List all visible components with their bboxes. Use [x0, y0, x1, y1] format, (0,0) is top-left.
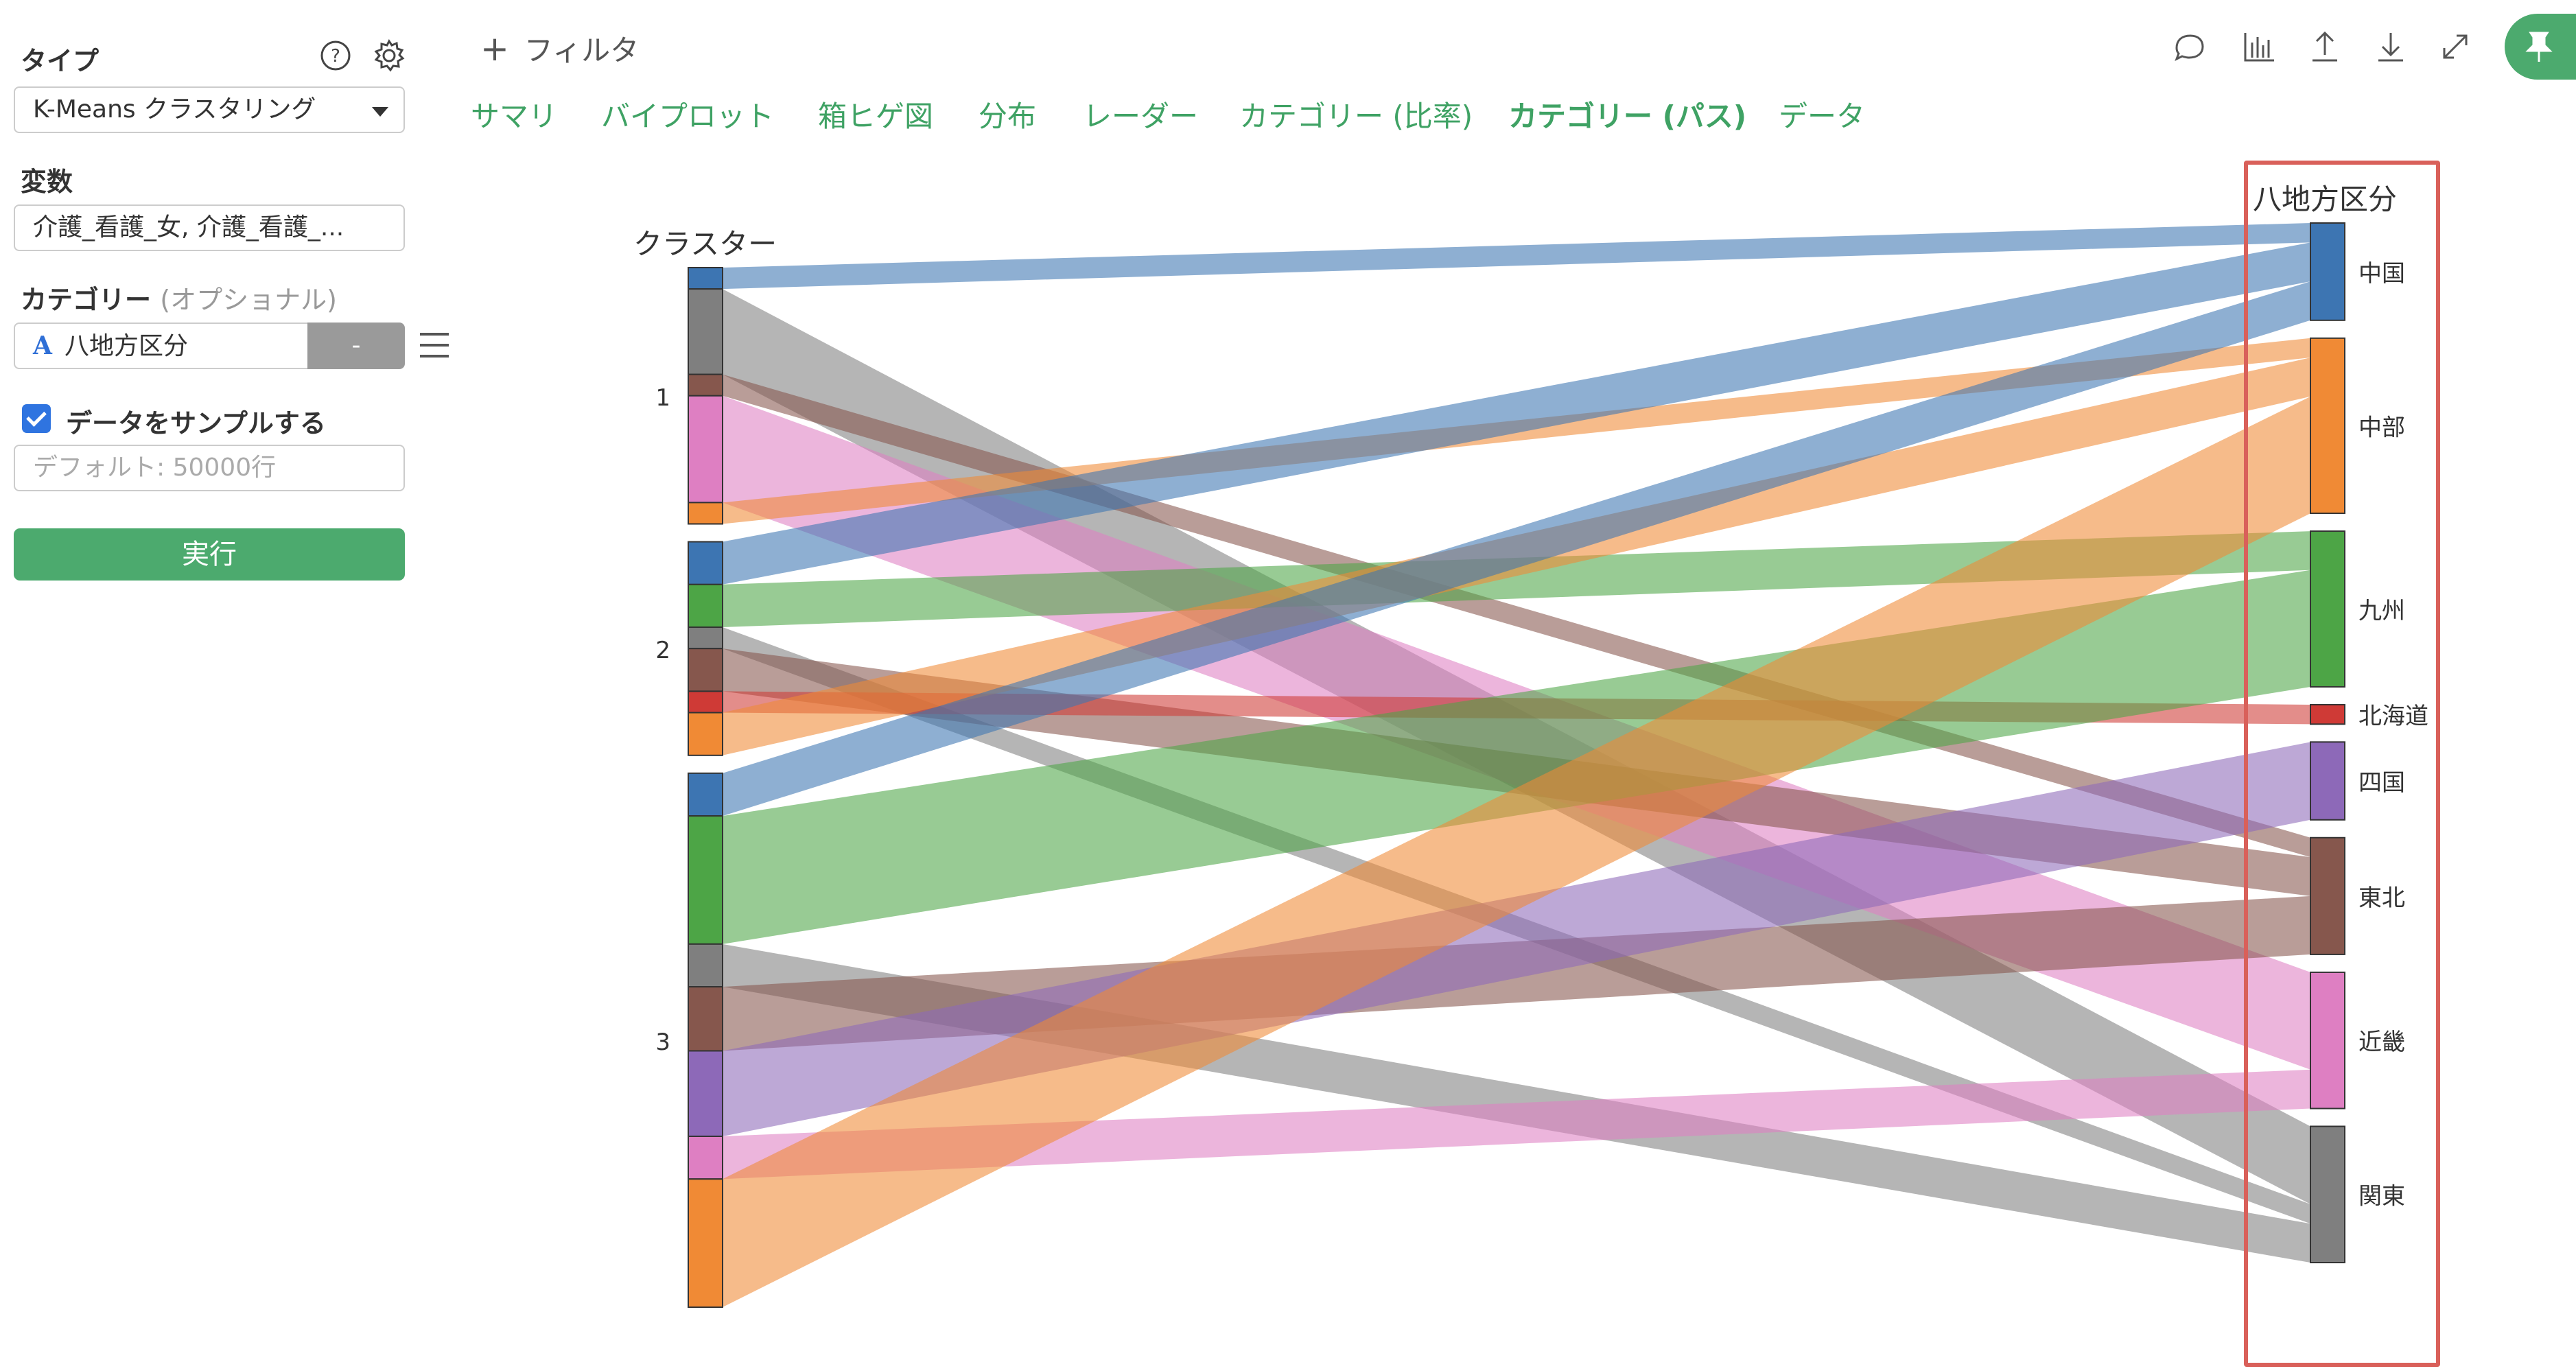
- tab-category-path[interactable]: カテゴリー (パス): [1508, 99, 1747, 133]
- region-label-北海道: 北海道: [2358, 703, 2428, 730]
- region-label-東北: 東北: [2358, 884, 2405, 912]
- region-label-九州: 九州: [2358, 598, 2405, 625]
- region-bar-中国: [2310, 222, 2345, 321]
- cluster-segment-2-関東: [688, 626, 723, 650]
- tab-radar[interactable]: レーダー: [1083, 99, 1199, 133]
- region-axis-highlight: [2244, 161, 2440, 1367]
- category-label-text: カテゴリー: [21, 285, 152, 315]
- variables-field[interactable]: 介護_看護_女, 介護_看護_...: [14, 204, 405, 251]
- flow-ribbon-2-中国: [723, 242, 2310, 585]
- region-bar-関東: [2310, 1125, 2345, 1264]
- sample-size-input[interactable]: デフォルト: 50000行: [14, 445, 405, 491]
- expand-icon[interactable]: [2436, 27, 2474, 66]
- left-axis-title: クラスター: [633, 227, 777, 261]
- download-icon[interactable]: [2372, 27, 2410, 66]
- cluster-segment-2-九州: [688, 583, 723, 629]
- region-label-中部: 中部: [2358, 414, 2405, 441]
- upload-icon[interactable]: [2306, 27, 2344, 66]
- category-remove-button[interactable]: -: [307, 323, 405, 369]
- region-bar-九州: [2310, 530, 2345, 688]
- cluster-segment-2-中部: [688, 712, 723, 756]
- tab-category-ratio[interactable]: カテゴリー (比率): [1239, 99, 1473, 133]
- tab-biplot[interactable]: バイプロット: [601, 99, 775, 133]
- region-bar-東北: [2310, 836, 2345, 955]
- run-button[interactable]: 実行: [14, 528, 405, 581]
- cluster-segment-1-中部: [688, 502, 723, 525]
- tab-boxplot[interactable]: 箱ヒゲ図: [818, 99, 934, 133]
- flow-ribbon-3-中部: [723, 396, 2310, 1308]
- cluster-segment-3-四国: [688, 1050, 723, 1137]
- tab-data[interactable]: データ: [1779, 99, 1866, 133]
- cluster-segment-1-関東: [688, 288, 723, 375]
- cluster-label-3: 3: [655, 1029, 670, 1056]
- category-label: カテゴリー (オプショナル): [21, 279, 337, 316]
- cluster-segment-1-近畿: [688, 395, 723, 504]
- region-bar-近畿: [2310, 971, 2345, 1110]
- cluster-segment-2-北海道: [688, 690, 723, 714]
- settings-panel: タイプ ? K-Means クラスタリング 変数 介護_看護_女, 介護_看護_…: [0, 0, 449, 1371]
- flow-ribbon-3-中国: [723, 281, 2310, 817]
- cluster-segment-3-中部: [688, 1178, 723, 1308]
- region-label-四国: 四国: [2358, 769, 2405, 797]
- pin-button[interactable]: [2505, 14, 2576, 80]
- hamburger-menu-icon[interactable]: [420, 333, 449, 360]
- cluster-segment-2-東北: [688, 648, 723, 692]
- type-label: タイプ: [21, 46, 99, 76]
- help-icon[interactable]: ?: [317, 37, 354, 74]
- cluster-label-2: 2: [655, 637, 670, 664]
- category-field[interactable]: A 八地方区分: [14, 323, 309, 369]
- plus-icon: +: [480, 29, 509, 69]
- chevron-down-icon: [372, 107, 388, 117]
- region-label-中国: 中国: [2358, 260, 2405, 288]
- gear-icon[interactable]: [371, 37, 408, 74]
- region-bar-北海道: [2310, 703, 2345, 725]
- svg-text:?: ?: [331, 46, 340, 67]
- sample-checkbox-label: データをサンプルする: [66, 408, 326, 438]
- cluster-segment-3-中国: [688, 772, 723, 817]
- region-label-関東: 関東: [2358, 1183, 2405, 1210]
- cluster-segment-3-近畿: [688, 1135, 723, 1180]
- cluster-label-1: 1: [655, 384, 670, 412]
- region-bar-中部: [2310, 337, 2345, 515]
- filter-label: フィルタ: [524, 34, 640, 67]
- cluster-segment-2-中国: [688, 541, 723, 585]
- tab-summary[interactable]: サマリ: [471, 99, 558, 133]
- cluster-segment-3-東北: [688, 986, 723, 1052]
- tab-distribution[interactable]: 分布: [979, 99, 1037, 133]
- cluster-segment-1-中国: [688, 267, 723, 290]
- cluster-segment-3-九州: [688, 815, 723, 945]
- filter-button[interactable]: + フィルタ: [480, 27, 639, 69]
- flow-ribbon-3-近畿: [723, 1069, 2310, 1180]
- comment-icon[interactable]: [2170, 27, 2208, 66]
- cluster-segment-1-東北: [688, 373, 723, 397]
- region-label-近畿: 近畿: [2358, 1029, 2405, 1056]
- pin-icon: [2525, 32, 2553, 62]
- cluster-segment-3-関東: [688, 943, 723, 988]
- region-bar-四国: [2310, 741, 2345, 821]
- flow-ribbon-1-中国: [723, 223, 2310, 290]
- chart-icon[interactable]: [2240, 27, 2278, 66]
- flow-ribbon-2-九州: [723, 531, 2310, 628]
- right-axis-title: 八地方区分: [2253, 183, 2397, 216]
- sample-checkbox[interactable]: [22, 404, 51, 433]
- type-select[interactable]: K-Means クラスタリング: [14, 86, 405, 133]
- variables-label: 変数: [21, 167, 73, 197]
- category-optional-text: (オプショナル): [160, 285, 337, 315]
